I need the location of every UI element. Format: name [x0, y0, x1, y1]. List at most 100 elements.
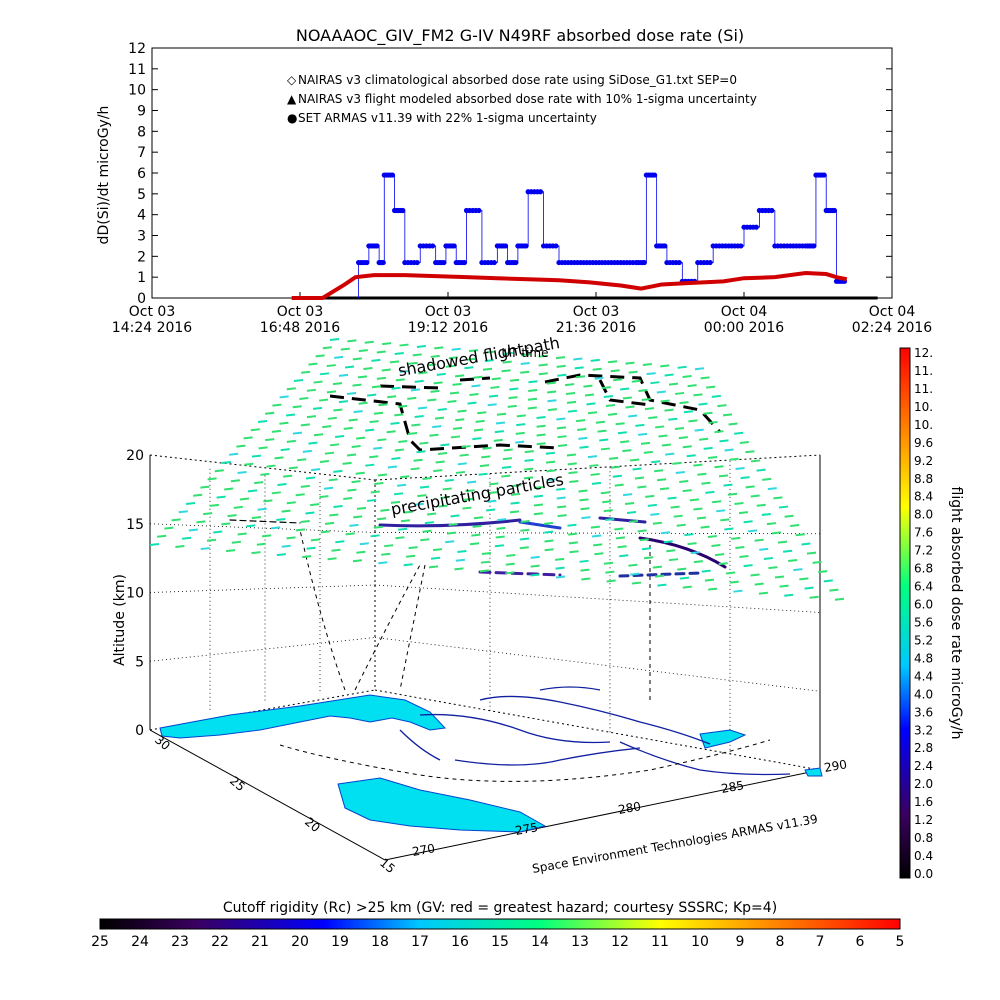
particle-dash: [533, 485, 544, 489]
particle-dash: [731, 536, 741, 540]
cutoff-rigidity-label: Cutoff rigidity (Rc) >25 km (GV: red = g…: [223, 900, 777, 916]
particle-dash: [509, 387, 519, 391]
particle-dash: [724, 448, 734, 452]
particle-dash: [664, 408, 674, 412]
particle-dash: [487, 499, 497, 503]
particle-dash: [735, 466, 745, 470]
particle-dash: [565, 391, 576, 395]
armas-point: [400, 207, 406, 214]
particle-dash: [661, 443, 671, 447]
particle-dash: [591, 534, 602, 538]
particle-dash: [784, 514, 794, 518]
particle-dash: [397, 483, 407, 487]
dose-rate-colorbar-tick: 6.8: [914, 562, 933, 576]
particle-dash: [614, 527, 624, 531]
dose-rate-colorbar-tick: 1.2: [914, 813, 933, 827]
particle-dash: [678, 436, 688, 440]
particle-dash: [347, 488, 357, 492]
particle-dash: [677, 365, 687, 369]
particle-dash: [743, 520, 753, 524]
y-tick-label: 11: [128, 62, 146, 78]
particle-dash: [410, 467, 420, 471]
dose-rate-colorbar-tick: 12.: [914, 346, 933, 360]
x-tick-time: 21:36 2016: [556, 320, 637, 336]
particle-dash: [536, 433, 546, 437]
particle-dash: [371, 385, 382, 389]
particle-dash: [471, 533, 481, 537]
particle-dash: [481, 552, 491, 555]
particle-dash: [646, 372, 656, 376]
particle-dash: [299, 396, 309, 400]
particle-dash: [615, 536, 626, 540]
particle-dash: [332, 382, 343, 386]
particle-dash: [567, 462, 577, 466]
particle-dash: [394, 351, 404, 355]
dose-rate-colorbar-tick: 5.2: [914, 633, 933, 647]
particle-dash: [711, 394, 721, 398]
particle-dash: [601, 386, 611, 390]
particle-dash: [479, 569, 489, 573]
particle-dash: [729, 580, 739, 584]
particle-dash: [675, 470, 685, 474]
particle-dash: [292, 405, 302, 409]
particle-dash: [481, 455, 491, 459]
dose-rate-colorbar-tick: 9.2: [914, 454, 933, 468]
dose-rate-colorbar-label: flight absorbed dose rate microGy/h: [948, 487, 964, 740]
particle-dash: [200, 547, 210, 551]
particle-dash: [333, 505, 343, 509]
particle-dash: [587, 411, 598, 415]
particle-dash: [207, 477, 217, 481]
particle-dash: [590, 358, 600, 362]
particle-dash: [357, 375, 368, 379]
particle-dash: [434, 416, 445, 420]
particle-dash: [403, 510, 413, 514]
particle-dash: [399, 343, 409, 347]
particle-dash: [595, 420, 605, 424]
particle-dash: [704, 578, 715, 582]
particle-dash: [459, 453, 469, 457]
particle-dash: [395, 536, 405, 540]
particle-dash: [511, 484, 521, 488]
particle-dash: [353, 410, 363, 414]
particle-dash: [700, 376, 710, 380]
particle-dash: [712, 500, 722, 504]
particle-dash: [631, 581, 642, 585]
particle-dash: [216, 495, 226, 499]
particle-dash: [650, 381, 660, 385]
particle-dash: [557, 373, 567, 377]
particle-dash: [620, 440, 630, 444]
particle-dash: [329, 338, 340, 341]
particle-dash: [693, 393, 703, 397]
particle-dash: [716, 509, 726, 513]
particle-dash: [642, 363, 652, 367]
particle-dash: [591, 481, 602, 485]
particle-dash: [486, 350, 496, 354]
cutoff-rigidity-colorbar-tick: 10: [691, 934, 709, 950]
particle-dash: [196, 520, 206, 524]
particle-dash: [705, 490, 715, 494]
particle-dash: [254, 481, 264, 485]
particle-dash: [733, 589, 743, 593]
cutoff-rigidity-colorbar-tick: 16: [451, 934, 469, 950]
dose-rate-colorbar-tick: 7.6: [914, 526, 933, 540]
armas-point: [537, 189, 544, 195]
legend-label: SET ARMAS v11.39 with 22% 1-sigma uncert…: [298, 111, 597, 125]
particle-dash: [200, 485, 210, 489]
particle-dash: [472, 524, 482, 528]
particle-dash: [364, 340, 374, 344]
particle-dash: [363, 367, 373, 370]
particle-dash: [221, 461, 232, 464]
particle-dash: [533, 512, 543, 516]
particle-dash: [329, 443, 340, 447]
particle-dash: [467, 401, 477, 405]
particle-dash: [520, 528, 530, 532]
dose-rate-colorbar-tick: 11.: [914, 364, 933, 378]
particle-dash: [714, 465, 724, 469]
particle-dash: [164, 526, 174, 530]
particle-dash: [699, 437, 709, 441]
particle-dash: [762, 477, 772, 481]
particle-dash: [305, 511, 315, 515]
particle-dash: [408, 361, 418, 365]
particle-dash: [276, 518, 286, 521]
